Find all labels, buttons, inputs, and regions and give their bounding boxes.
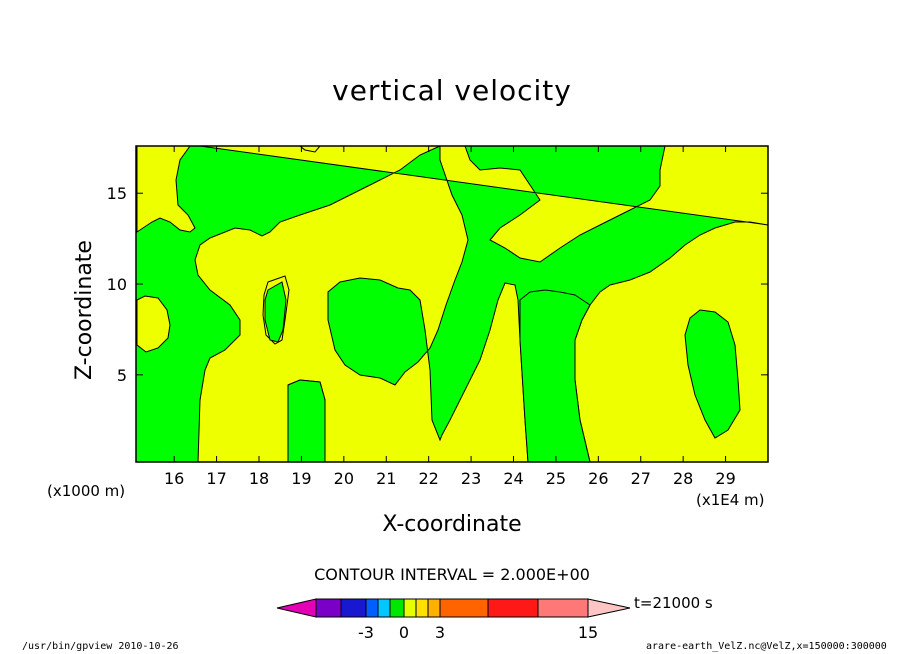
colorbar-tick-label: 15	[578, 623, 598, 642]
negative-island-3	[287, 379, 326, 463]
x-tick-label: 19	[291, 469, 311, 488]
footer-left: /usr/bin/gpview 2010-10-26	[22, 641, 179, 652]
colorbar-cell	[415, 598, 429, 618]
colorbar-cell	[389, 598, 405, 618]
contour-interval: CONTOUR INTERVAL = 2.000E+00	[314, 565, 590, 584]
y-tick-label: 5	[117, 366, 127, 385]
positive-region-2	[136, 295, 171, 353]
colorbar-tick-label: 3	[435, 623, 445, 642]
colorbar-cell	[315, 598, 342, 618]
colorbar-tick-label: 0	[399, 623, 409, 642]
colorbar-cell	[340, 598, 367, 618]
y-tick-label: 10	[107, 275, 127, 294]
x-tick-label: 18	[249, 469, 269, 488]
colorbar-high-arrow	[587, 598, 631, 618]
footer-right: arare-earth_VelZ.nc@VelZ,x=150000:300000	[646, 641, 887, 652]
time-label: t=21000 s	[634, 594, 713, 612]
x-unit-label: (x1E4 m)	[696, 491, 765, 509]
x-tick-label: 25	[546, 469, 566, 488]
y-axis-label: Z-coordinate	[72, 240, 97, 380]
x-axis-label: X-coordinate	[382, 512, 522, 537]
negative-island-1	[264, 281, 287, 343]
x-tick-label: 24	[503, 469, 523, 488]
colorbar-cell	[403, 598, 417, 618]
x-tick-label: 28	[673, 469, 693, 488]
x-axis-ticks: 16 17 18 19 20 21 22 23 24 25 26 27 28 29	[164, 146, 736, 488]
colorbar-cell	[537, 598, 589, 618]
colorbar: -3 0 3 15	[276, 598, 631, 642]
x-tick-label: 21	[376, 469, 396, 488]
plot-frame	[135, 145, 769, 463]
colorbar-low-arrow	[276, 598, 317, 618]
x-tick-label: 17	[206, 469, 226, 488]
z-unit-label: (x1000 m)	[47, 482, 126, 500]
x-tick-label: 20	[334, 469, 354, 488]
colorbar-cell	[439, 598, 489, 618]
colorbar-cell	[487, 598, 539, 618]
y-tick-label: 15	[107, 184, 127, 203]
colorbar-cell	[427, 598, 441, 618]
colorbar-cell	[365, 598, 379, 618]
negative-island-0	[684, 309, 741, 439]
negative-velocity-islands	[264, 281, 741, 463]
x-tick-label: 16	[164, 469, 184, 488]
colorbar-tick-label: -3	[358, 623, 374, 642]
y-axis-ticks: 5 10 15	[107, 184, 768, 385]
negative-island-2	[519, 289, 591, 463]
chart-title: vertical velocity	[332, 74, 572, 107]
colorbar-cell	[377, 598, 391, 618]
x-tick-label: 27	[631, 469, 651, 488]
x-tick-label: 29	[715, 469, 735, 488]
positive-region-0	[136, 145, 196, 233]
x-tick-label: 22	[418, 469, 438, 488]
x-tick-label: 26	[588, 469, 608, 488]
x-tick-label: 23	[461, 469, 481, 488]
